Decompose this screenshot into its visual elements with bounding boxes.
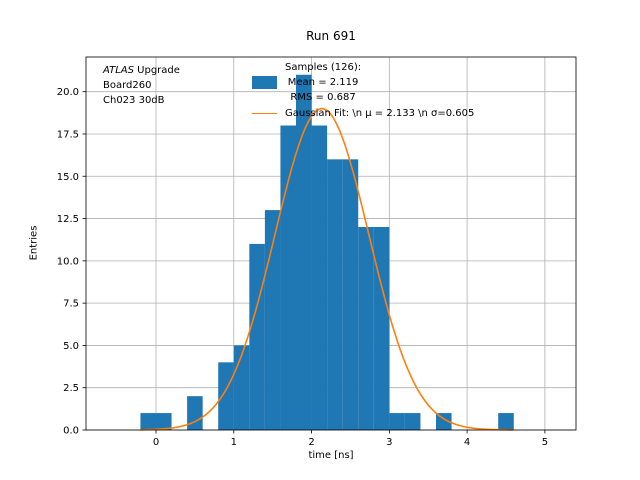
legend-samples-mean: Mean = 2.119	[287, 77, 359, 88]
histogram-swatch-icon	[252, 76, 277, 89]
legend: Samples (126): Mean = 2.119 RMS = 0.687 …	[252, 60, 474, 122]
svg-text:0.0: 0.0	[63, 426, 79, 437]
svg-text:5.0: 5.0	[63, 341, 79, 352]
svg-text:2.5: 2.5	[63, 383, 79, 394]
x-axis-label: time [ns]	[308, 450, 354, 461]
legend-entry-samples: Samples (126): Mean = 2.119 RMS = 0.687	[252, 60, 474, 105]
svg-text:4: 4	[464, 437, 470, 448]
svg-text:0: 0	[153, 437, 159, 448]
svg-text:2: 2	[308, 437, 314, 448]
annotation-line1-rest: Upgrade	[133, 65, 180, 76]
svg-text:17.5: 17.5	[57, 129, 79, 140]
svg-text:10.0: 10.0	[57, 256, 79, 267]
svg-text:12.5: 12.5	[57, 214, 79, 225]
legend-gaussian-label: Gaussian Fit: \n μ = 2.133 \n σ=0.605	[285, 108, 475, 119]
annotation-text: ATLAS Upgrade Board260 Ch023 30dB	[103, 63, 180, 108]
chart-title: Run 691	[306, 29, 356, 43]
svg-text:7.5: 7.5	[63, 299, 79, 310]
fit-line-swatch-icon	[252, 113, 277, 114]
legend-entry-gaussian: Gaussian Fit: \n μ = 2.133 \n σ=0.605	[252, 108, 474, 119]
annotation-line-3: Ch023 30dB	[103, 95, 165, 106]
legend-samples-title: Samples (126):	[285, 62, 362, 73]
svg-text:20.0: 20.0	[57, 87, 79, 98]
svg-text:5: 5	[542, 437, 548, 448]
legend-samples-rms: RMS = 0.687	[290, 92, 356, 103]
annotation-atlas: ATLAS	[103, 65, 134, 76]
svg-text:3: 3	[386, 437, 392, 448]
annotation-line-2: Board260	[103, 80, 152, 91]
svg-text:15.0: 15.0	[57, 172, 79, 183]
annotation-line-1: ATLAS Upgrade	[103, 63, 180, 78]
svg-text:1: 1	[231, 437, 237, 448]
